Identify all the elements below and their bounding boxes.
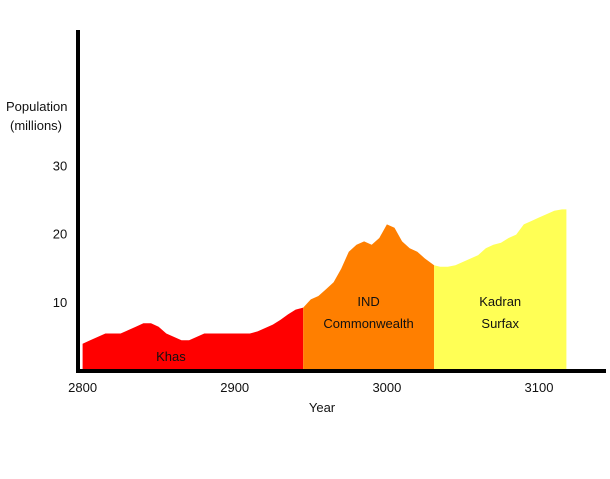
x-tick-label: 2900 xyxy=(220,380,249,395)
series-label-ind-commonwealth-line-1: IND xyxy=(357,294,379,309)
x-tick-labels: 2800 2900 3000 3100 xyxy=(68,380,553,395)
y-axis-label-line-1: Population xyxy=(6,99,67,114)
y-tick-label: 30 xyxy=(53,158,67,173)
y-axis-label-line-2: (millions) xyxy=(10,118,62,133)
x-tick-label: 2800 xyxy=(68,380,97,395)
area-layer xyxy=(82,209,567,371)
y-tick-label: 10 xyxy=(53,295,67,310)
area-kadran-surfax xyxy=(434,209,567,371)
y-tick-label: 20 xyxy=(53,227,67,242)
y-tick-labels: 10 20 30 xyxy=(53,158,67,309)
area-khas xyxy=(82,307,304,371)
series-labels: Khas IND Commonwealth Kadran Surfax xyxy=(156,294,521,364)
x-axis-label: Year xyxy=(309,400,336,415)
series-label-kadran-surfax-line-1: Kadran xyxy=(479,294,521,309)
series-label-ind-commonwealth-line-2: Commonwealth xyxy=(323,316,413,331)
x-tick-label: 3000 xyxy=(372,380,401,395)
series-label-khas: Khas xyxy=(156,349,186,364)
area-ind-commonwealth xyxy=(303,224,435,371)
x-tick-label: 3100 xyxy=(525,380,554,395)
series-label-kadran-surfax-line-2: Surfax xyxy=(481,316,519,331)
